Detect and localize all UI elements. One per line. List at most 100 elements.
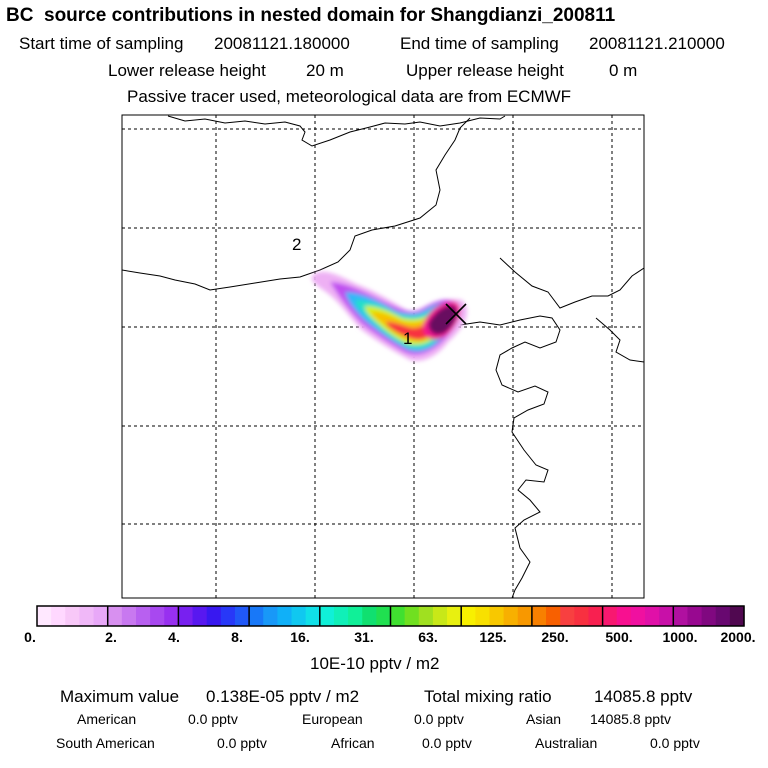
colorbar-swatch — [531, 606, 547, 626]
australian-value: 0.0 pptv — [650, 735, 700, 751]
upper-height-label: Upper release height — [406, 61, 564, 80]
chart-title: BC source contributions in nested domain… — [6, 5, 616, 26]
colorbar-swatch — [192, 606, 208, 626]
map-frame — [121, 114, 645, 599]
australian-label: Australian — [535, 735, 598, 751]
start-value: 20081121.180000 — [214, 34, 350, 53]
total-mixing-label: Total mixing ratio — [424, 687, 552, 706]
upper-height-value: 0 m — [609, 61, 638, 80]
plume — [311, 271, 467, 362]
colorbar-swatch — [602, 606, 618, 626]
colorbar-swatch — [432, 606, 448, 626]
african-label: African — [331, 735, 375, 751]
colorbar-frame — [36, 605, 745, 627]
colorbar-swatch — [150, 606, 165, 626]
colorbar-swatch — [404, 606, 420, 626]
colorbar-label: 2000. — [720, 629, 756, 645]
colorbar-swatch — [645, 606, 660, 626]
colorbar-swatch — [234, 606, 250, 626]
american-value: 0.0 pptv — [188, 711, 238, 727]
start-label: Start time of sampling — [19, 34, 184, 53]
colorbar-swatch — [319, 606, 335, 626]
marker-label-1: 1 — [403, 329, 412, 348]
end-value: 20081121.210000 — [589, 34, 725, 53]
colorbar-label: 125. — [479, 629, 507, 645]
colorbar-swatch — [588, 606, 604, 626]
northern-border — [167, 115, 506, 147]
european-label: European — [302, 711, 363, 727]
east-coastline — [459, 315, 561, 598]
colorbar-swatch — [447, 606, 462, 626]
colorbar-swatch — [79, 606, 95, 626]
tracer-note: Passive tracer used, meteorological data… — [127, 87, 572, 106]
colorbar-swatch — [333, 606, 349, 626]
colorbar-label: 8. — [231, 629, 243, 645]
colorbar-label: 2. — [105, 629, 117, 645]
colorbar-swatch — [616, 606, 632, 626]
colorbar-label: 63. — [418, 629, 438, 645]
korean-peninsula-coast — [595, 317, 644, 363]
colorbar-swatch — [630, 606, 646, 626]
colorbar-swatch — [715, 606, 731, 626]
colorbar-swatch — [220, 606, 236, 626]
colorbar-swatch — [135, 606, 151, 626]
colorbar-label: 1000. — [662, 629, 698, 645]
colorbar-swatch — [164, 606, 179, 626]
colorbar-swatch — [574, 606, 590, 626]
colorbar-swatch — [121, 606, 137, 626]
receptor-marker — [445, 303, 467, 325]
max-value: 0.138E-05 pptv / m2 — [206, 687, 360, 706]
colorbar-label: 31. — [354, 629, 374, 645]
colorbar-swatch — [560, 606, 575, 626]
colorbar-swatch — [348, 606, 363, 626]
colorbar-label: 16. — [290, 629, 310, 645]
colorbar-swatch — [51, 606, 66, 626]
colorbar-swatch — [206, 606, 222, 626]
colorbar-swatch — [37, 606, 52, 626]
korea-border — [499, 257, 644, 309]
colorbar-label: 250. — [541, 629, 569, 645]
colorbar-swatch — [729, 606, 745, 626]
colorbar-swatch — [687, 606, 703, 626]
boundary-lines — [122, 115, 644, 598]
max-value-label: Maximum value — [60, 687, 180, 706]
south-american-value: 0.0 pptv — [217, 735, 267, 751]
lower-height-value: 20 m — [306, 61, 344, 80]
map-frame-bg — [122, 115, 644, 598]
asian-label: Asian — [526, 711, 562, 727]
colorbar-swatch — [475, 606, 491, 626]
colorbar-swatch — [362, 606, 377, 626]
colorbar-swatch — [673, 606, 689, 626]
colorbar-swatch — [461, 606, 476, 626]
colorbar-ticks — [106, 606, 675, 626]
colorbar-swatch — [701, 606, 717, 626]
colorbar-label: 0. — [24, 629, 36, 645]
colorbar-swatch — [178, 606, 194, 626]
total-mixing-value: 14085.8 pptv — [594, 687, 693, 706]
marker-label-2: 2 — [292, 235, 301, 254]
colorbar-swatch — [93, 606, 109, 626]
colorbar-swatch — [503, 606, 519, 626]
colorbar-swatch — [277, 606, 293, 626]
asian-value: 14085.8 pptv — [590, 711, 671, 727]
lower-height-label: Lower release height — [108, 61, 266, 80]
south-american-label: South American — [56, 735, 155, 751]
colorbar-swatch — [418, 606, 434, 626]
end-label: End time of sampling — [400, 34, 559, 53]
colorbar-swatch — [546, 606, 561, 626]
colorbar — [37, 606, 745, 626]
colorbar-swatch — [489, 606, 505, 626]
colorbar-swatch — [65, 606, 81, 626]
colorbar-label: 500. — [605, 629, 633, 645]
colorbar-swatch — [659, 606, 674, 626]
colorbar-label: 4. — [168, 629, 180, 645]
colorbar-swatch — [305, 606, 321, 626]
colorbar-unit: 10E-10 pptv / m2 — [310, 654, 440, 673]
colorbar-swatch — [291, 606, 307, 626]
colorbar-swatch — [517, 606, 533, 626]
american-label: American — [77, 711, 137, 727]
colorbar-swatch — [107, 606, 123, 626]
african-value: 0.0 pptv — [422, 735, 472, 751]
mongolia-border — [122, 117, 471, 291]
